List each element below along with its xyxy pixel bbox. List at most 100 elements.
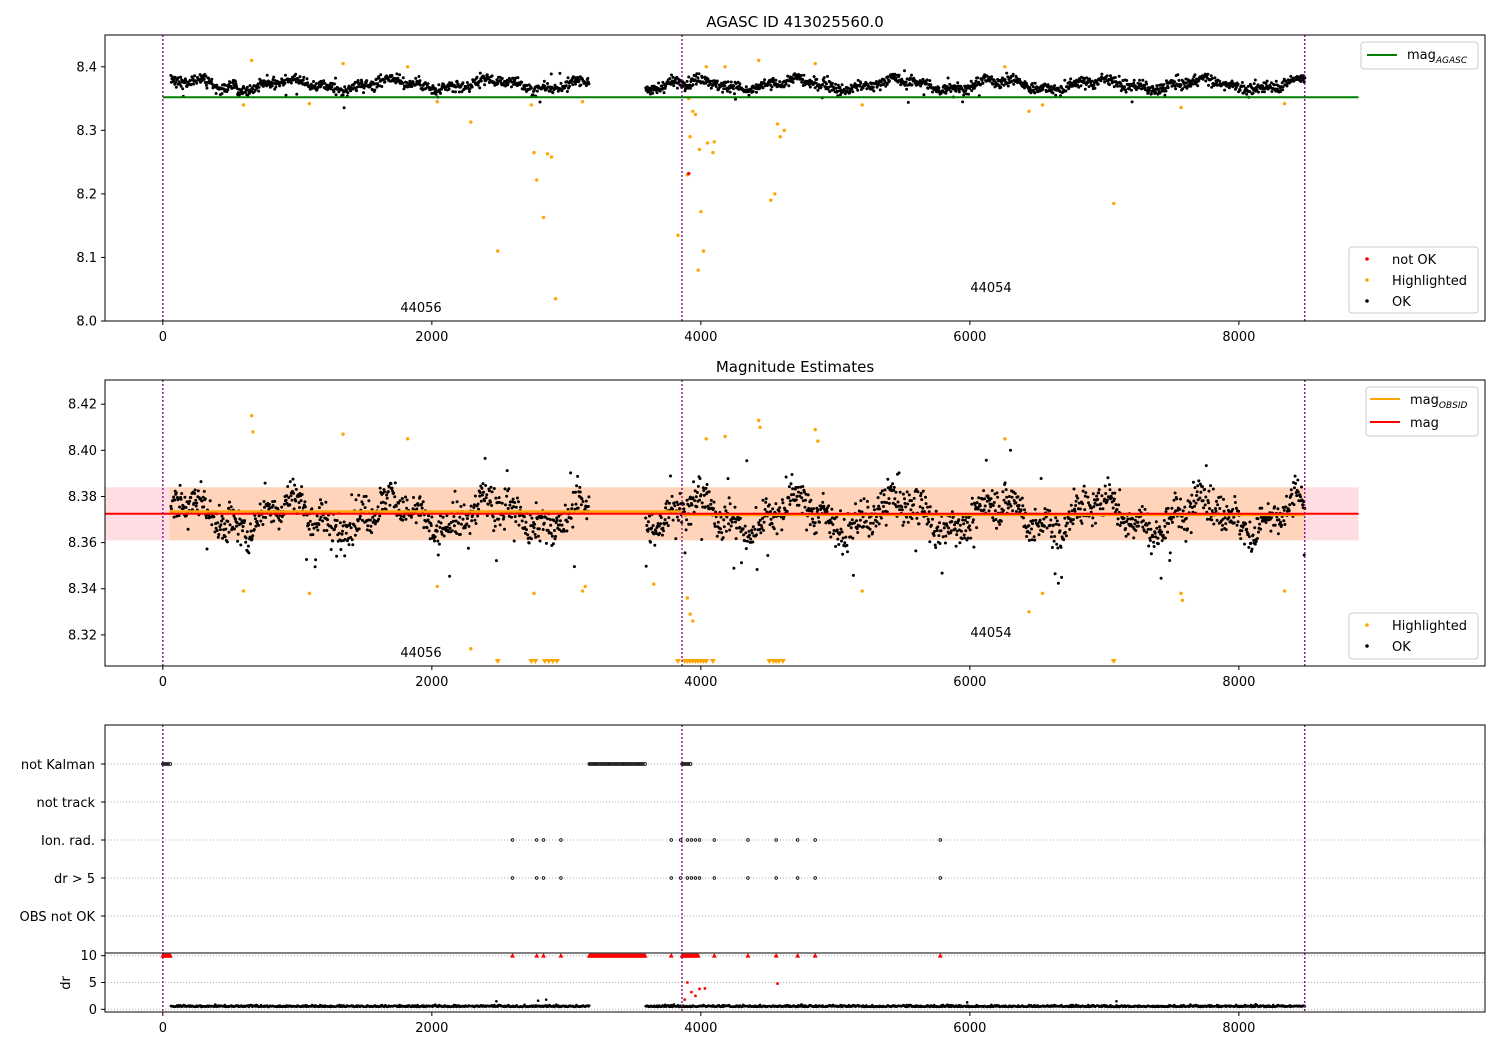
- highlighted-point: [580, 100, 585, 104]
- ok-point: [1064, 89, 1068, 93]
- ok-point: [319, 498, 322, 502]
- dr-gt5-point: [669, 876, 673, 880]
- ok-point: [549, 523, 553, 527]
- ok-point: [860, 510, 864, 514]
- ok-point: [315, 525, 319, 529]
- ok-point: [557, 528, 561, 532]
- ok-point: [457, 90, 461, 94]
- ok-point: [790, 473, 794, 476]
- ok-point: [489, 500, 492, 504]
- ok-point: [196, 489, 200, 493]
- ok-point: [1295, 494, 1299, 498]
- ok-point: [548, 518, 552, 521]
- ok-point: [440, 530, 443, 534]
- ok-point: [1124, 527, 1128, 530]
- ok-point: [1081, 502, 1085, 506]
- ok-point: [1236, 520, 1240, 524]
- highlighted-point: [1027, 109, 1031, 113]
- ok-point: [531, 93, 535, 97]
- ok-point: [761, 86, 765, 90]
- ok-point: [1141, 525, 1145, 529]
- ok-point: [420, 502, 424, 506]
- ok-point: [786, 74, 790, 78]
- ok-point: [1163, 86, 1167, 90]
- ok-point: [1199, 490, 1203, 494]
- ok-point: [1073, 509, 1077, 513]
- dr-gt5-point: [774, 876, 778, 880]
- dr-point: [587, 1004, 591, 1007]
- ok-point: [836, 83, 840, 87]
- highlighted-point: [532, 150, 536, 155]
- ok-point: [1091, 516, 1095, 520]
- ok-point: [734, 97, 737, 101]
- y-tick-label: 8.34: [68, 582, 97, 597]
- ok-point: [533, 522, 537, 526]
- ok-point: [1276, 532, 1280, 536]
- ok-point: [929, 523, 933, 527]
- ok-point: [169, 504, 173, 508]
- ok-point: [825, 510, 829, 514]
- ok-point: [277, 516, 280, 520]
- ok-point: [220, 92, 224, 96]
- ok-point: [417, 75, 421, 78]
- ok-point: [465, 517, 469, 520]
- ok-point: [1242, 84, 1246, 88]
- ok-point: [1222, 509, 1226, 513]
- ok-point: [581, 500, 585, 503]
- ok-point: [1208, 507, 1211, 510]
- ok-point: [510, 85, 513, 89]
- ok-point: [792, 493, 796, 496]
- ok-point: [1300, 74, 1303, 78]
- ok-point: [949, 529, 953, 533]
- ok-point: [451, 501, 455, 504]
- ok-point: [656, 522, 660, 525]
- ok-point: [1178, 507, 1182, 511]
- ok-point: [220, 514, 224, 518]
- highlighted-point: [341, 61, 345, 66]
- ok-point: [772, 515, 776, 519]
- ok-point: [722, 518, 726, 522]
- ok-point: [856, 78, 860, 82]
- ok-point: [1292, 503, 1296, 507]
- ok-point: [1224, 528, 1228, 532]
- ok-point: [531, 530, 535, 534]
- ok-point: [1095, 503, 1099, 507]
- ok-point: [367, 499, 371, 503]
- ok-point: [763, 508, 767, 511]
- ok-point: [1103, 497, 1107, 501]
- ok-point: [1083, 508, 1087, 512]
- ok-point: [221, 517, 225, 521]
- highlighted-point: [307, 591, 312, 596]
- ok-point: [1007, 500, 1011, 504]
- ok-point: [484, 484, 488, 487]
- ok-point: [709, 79, 713, 83]
- ok-point: [939, 529, 943, 533]
- ok-point: [246, 93, 250, 97]
- ok-point: [659, 522, 663, 526]
- ok-point: [964, 529, 968, 533]
- ok-point: [358, 514, 362, 518]
- ok-point: [978, 504, 982, 508]
- ok-point: [441, 515, 445, 519]
- ok-point: [415, 507, 419, 511]
- ok-point: [395, 72, 399, 76]
- ok-point: [925, 522, 929, 526]
- ok-point: [831, 523, 835, 526]
- x-tick-label: 6000: [953, 330, 986, 345]
- highlighted-point: [1180, 598, 1185, 602]
- ok-point: [905, 87, 909, 91]
- ok-point: [363, 506, 367, 510]
- ok-point: [312, 526, 316, 530]
- ok-point: [694, 495, 698, 499]
- ok-point: [376, 505, 380, 509]
- ok-point: [1137, 524, 1140, 528]
- ok-point: [420, 506, 424, 510]
- ok-point: [174, 85, 178, 89]
- ok-point: [954, 89, 958, 93]
- ok-point: [1176, 73, 1180, 77]
- ok-point: [349, 526, 353, 530]
- ok-point: [1063, 530, 1067, 534]
- ok-point: [576, 474, 580, 478]
- ok-point: [694, 82, 698, 86]
- ok-point: [244, 90, 248, 94]
